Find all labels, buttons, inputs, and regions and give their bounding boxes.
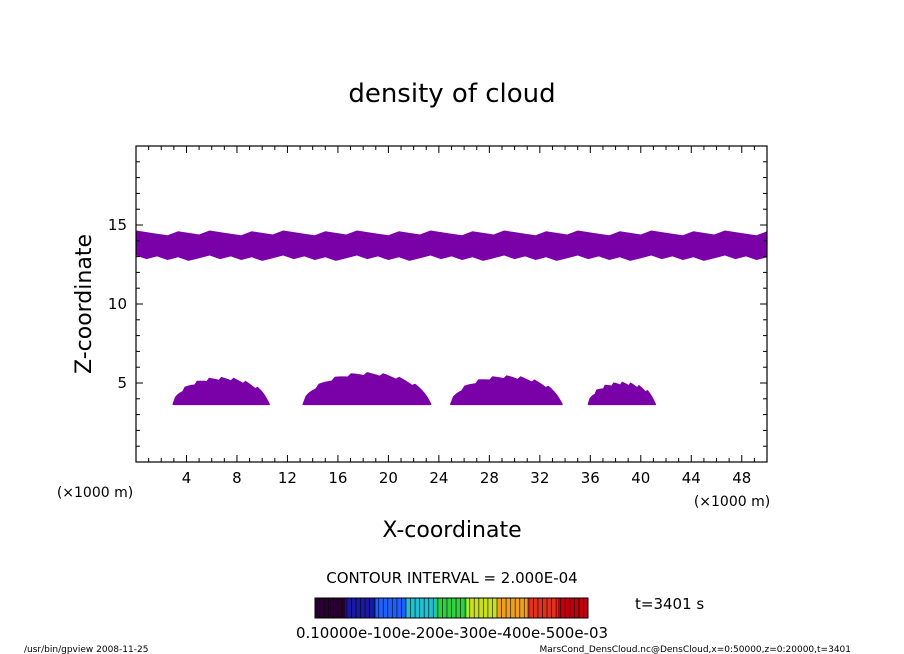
footer-right: MarsCond_DensCloud.nc@DensCloud,x=0:5000… bbox=[540, 645, 852, 654]
x-tick-label: 36 bbox=[581, 469, 600, 487]
x-tick-label: 4 bbox=[182, 469, 192, 487]
colorbar-segment bbox=[557, 598, 589, 618]
x-tick-label: 24 bbox=[429, 469, 448, 487]
y-tick-label: 10 bbox=[108, 295, 127, 313]
x-tick-label: 40 bbox=[631, 469, 650, 487]
x-tick-label: 44 bbox=[682, 469, 701, 487]
cloud-band-upper bbox=[136, 230, 767, 261]
cloud-dome-3 bbox=[450, 375, 563, 406]
colorbar-frame bbox=[314, 597, 589, 619]
y-tick-labels: 5 10 15 bbox=[108, 216, 127, 392]
y-tick-label: 5 bbox=[117, 374, 127, 392]
x-tick-label: 28 bbox=[480, 469, 499, 487]
plot-frame bbox=[135, 145, 768, 463]
footer-left: /usr/bin/gpview 2008-11-25 bbox=[24, 645, 148, 654]
x-axis-label: X-coordinate bbox=[382, 518, 521, 543]
x-unit-label: (×1000 m) bbox=[694, 494, 770, 510]
cloud-dome-4 bbox=[587, 381, 656, 406]
x-tick-label: 8 bbox=[232, 469, 242, 487]
y-axis-label: Z-coordinate bbox=[72, 234, 97, 374]
x-tick-label: 20 bbox=[379, 469, 398, 487]
colorbar-segment bbox=[375, 598, 407, 618]
colorbar-labels: 0.10000e-100e-200e-300e-400e-500e-03 bbox=[296, 624, 608, 642]
axis-ticks bbox=[136, 146, 767, 462]
cloud-dome-1 bbox=[172, 376, 270, 406]
cloud-regions bbox=[136, 230, 767, 406]
x-tick-label: 16 bbox=[328, 469, 347, 487]
x-tick-label: 12 bbox=[278, 469, 297, 487]
x-tick-labels: 4 8 12 16 20 24 28 32 36 40 44 48 bbox=[182, 469, 752, 487]
contour-interval-label: CONTOUR INTERVAL = 2.000E-04 bbox=[326, 569, 577, 587]
colorbar bbox=[315, 598, 589, 618]
cloud-dome-2 bbox=[302, 372, 432, 406]
y-unit-label: (×1000 m) bbox=[57, 485, 133, 501]
x-tick-label: 32 bbox=[530, 469, 549, 487]
x-tick-label: 48 bbox=[732, 469, 751, 487]
time-label: t=3401 s bbox=[635, 595, 704, 613]
colorbar-segment bbox=[466, 598, 498, 618]
chart-title: density of cloud bbox=[348, 79, 555, 109]
y-tick-label: 15 bbox=[108, 216, 127, 234]
